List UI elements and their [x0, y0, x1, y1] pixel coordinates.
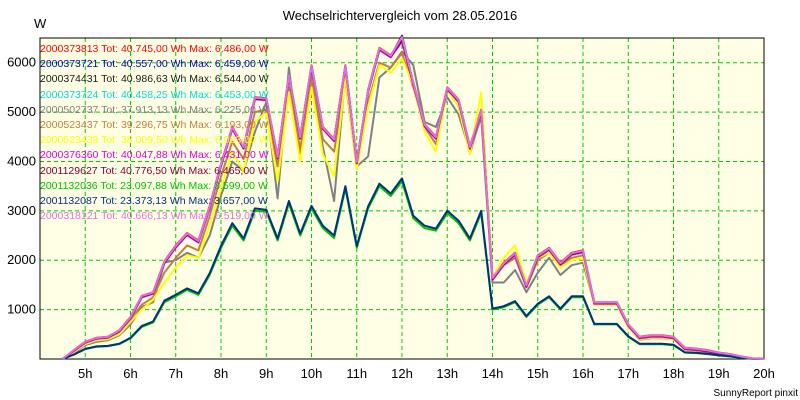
legend-entry: 2000373813 Tot: 40.745,00 Wh Max: 6.486,…: [40, 43, 269, 55]
legend-entry: 2000373721 Tot: 40.557,00 Wh Max: 6.459,…: [40, 58, 269, 71]
y-tick-label: 1000: [7, 302, 36, 317]
x-tick-label: 5h: [78, 366, 92, 381]
legend-entry: 2000523439 Tot: 38.009,50 Wh Max: 6.083,…: [40, 134, 269, 147]
x-tick-label: 10h: [301, 366, 323, 381]
x-tick-label: 9h: [259, 366, 273, 381]
legend-entry: 2000502737 Tot: 37.913,13 Wh Max: 6.225,…: [40, 103, 269, 116]
x-tick-label: 19h: [708, 366, 730, 381]
legend-entry: 2001132036 Tot: 23.097,88 Wh Max: 3.599,…: [40, 179, 268, 192]
x-tick-label: 8h: [214, 366, 228, 381]
x-tick-label: 16h: [572, 366, 594, 381]
x-tick-label: 6h: [123, 366, 137, 381]
x-tick-label: 11h: [346, 366, 367, 381]
series-line: [61, 36, 765, 360]
legend-entry: 2000374431 Tot: 40.986,63 Wh Max: 6.544,…: [40, 73, 269, 86]
y-tick-label: 5000: [7, 104, 36, 119]
y-tick-label: 2000: [7, 252, 36, 267]
y-tick-label: 3000: [7, 203, 36, 218]
legend: 2000373813 Tot: 40.745,00 Wh Max: 6.486,…: [40, 42, 269, 224]
x-tick-label: 7h: [169, 366, 183, 381]
y-axis-unit-label: W: [34, 16, 47, 31]
legend-entry: 2000373724 Tot: 40.458,25 Wh Max: 6.453,…: [40, 88, 269, 101]
x-tick-label: 17h: [617, 366, 639, 381]
legend-entry: 2000523437 Tot: 39.296,75 Wh Max: 6.193,…: [40, 118, 269, 131]
series-line: [62, 177, 765, 360]
legend-entry: 2000318121 Tot: 40.666,13 Wh Max: 6.519,…: [40, 210, 269, 223]
footer-credit: SunnyReport pinxit: [713, 388, 799, 399]
chart-title: Wechselrichtervergleich vom 28.05.2016: [282, 8, 518, 23]
x-tick-label: 18h: [663, 366, 685, 381]
x-tick-label: 15h: [527, 366, 549, 381]
y-tick-label: 6000: [7, 55, 36, 70]
x-tick-label: 14h: [482, 366, 504, 381]
legend-entry: 2000376360 Tot: 40.047,88 Wh Max: 6.431,…: [40, 149, 269, 162]
x-tick-label: 20h: [753, 366, 775, 381]
legend-entry: 2001129627 Tot: 40.776,50 Wh Max: 6.465,…: [40, 164, 268, 177]
y-tick-label: 4000: [7, 153, 36, 168]
x-tick-label: 12h: [391, 366, 413, 381]
x-tick-label: 13h: [436, 366, 458, 381]
legend-entry: 2001132087 Tot: 23.373,13 Wh Max: 3.657,…: [40, 194, 268, 207]
